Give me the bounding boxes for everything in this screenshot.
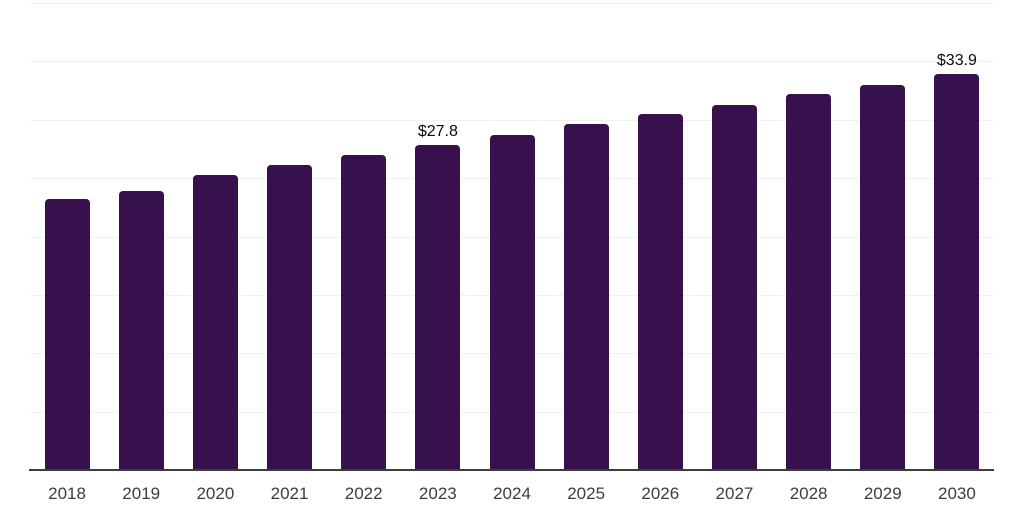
x-axis-line xyxy=(29,469,994,471)
x-tick-2018: 2018 xyxy=(48,484,86,503)
x-tick-2029: 2029 xyxy=(863,484,902,503)
bar-2029 xyxy=(860,84,906,470)
bar-2025 xyxy=(563,124,609,470)
bar-2021 xyxy=(267,165,313,470)
x-tick-2027: 2027 xyxy=(715,484,754,503)
bar-2026 xyxy=(637,113,683,470)
gridline-y40 xyxy=(30,3,994,4)
bar-2023 xyxy=(415,145,461,470)
x-tick-2022: 2022 xyxy=(344,484,383,503)
bar-2027 xyxy=(711,104,757,470)
x-tick-2019: 2019 xyxy=(122,484,161,503)
bar-2030 xyxy=(934,74,980,470)
bar-2019 xyxy=(118,190,164,470)
bar-2018 xyxy=(44,199,90,470)
bar-2022 xyxy=(341,154,387,470)
x-tick-2030: 2030 xyxy=(938,484,976,503)
x-tick-2028: 2028 xyxy=(789,484,828,503)
x-tick-2026: 2026 xyxy=(641,484,680,503)
gridline-y30 xyxy=(30,119,994,121)
bar-2020 xyxy=(192,174,238,470)
x-tick-2023: 2023 xyxy=(418,484,457,503)
data-label-2030: $33.9 xyxy=(936,52,977,70)
data-label-2023: $27.8 xyxy=(417,123,458,141)
bar-2028 xyxy=(786,94,832,470)
x-tick-2020: 2020 xyxy=(196,484,235,503)
x-tick-2025: 2025 xyxy=(567,484,606,503)
x-tick-2021: 2021 xyxy=(270,484,309,503)
gridline-y35 xyxy=(30,61,994,63)
bar-2024 xyxy=(489,134,535,470)
x-tick-2024: 2024 xyxy=(493,484,531,503)
